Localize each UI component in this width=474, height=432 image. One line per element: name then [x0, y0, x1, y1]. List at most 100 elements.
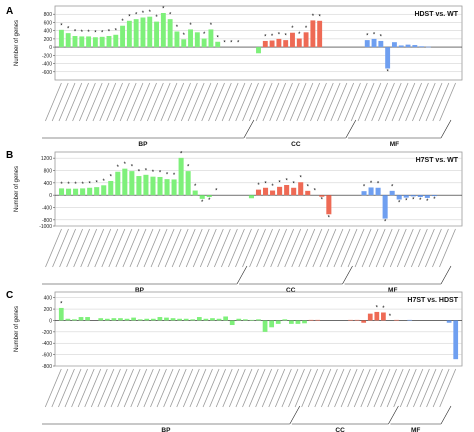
- category-label-stub: [112, 82, 130, 122]
- significance-marker: *: [81, 30, 84, 36]
- significance-marker: *: [264, 181, 267, 187]
- category-label-stub: [344, 82, 361, 122]
- bar: [215, 41, 221, 48]
- category-label-stub: [182, 368, 200, 408]
- y-tick-label: 400: [44, 29, 53, 35]
- significance-marker: *: [389, 314, 392, 320]
- category-label-stub: [129, 228, 147, 268]
- bar: [296, 38, 302, 48]
- bar: [378, 40, 384, 48]
- bar: [171, 179, 177, 196]
- bar: [453, 320, 459, 360]
- category-label-stub: [192, 228, 210, 268]
- category-label-stub: [77, 368, 95, 408]
- category-label-stub: [270, 228, 288, 268]
- bar: [85, 317, 90, 321]
- significance-marker: *: [285, 178, 288, 184]
- bar: [242, 319, 248, 321]
- significance-marker: *: [208, 198, 211, 204]
- group-bracket-tail: [342, 265, 353, 285]
- bar: [58, 307, 64, 321]
- significance-marker: *: [237, 41, 240, 47]
- y-axis-label: Number of genes: [14, 20, 20, 66]
- category-label-stub: [66, 228, 83, 268]
- category-label-stub: [432, 228, 449, 268]
- category-label-stub: [201, 82, 219, 122]
- category-label-stub: [73, 228, 91, 268]
- bar: [405, 44, 411, 48]
- category-label-stub: [361, 228, 379, 268]
- category-label-stub: [399, 368, 417, 408]
- category-label-stub: [419, 368, 437, 408]
- bar: [143, 174, 149, 196]
- significance-marker: *: [285, 34, 288, 40]
- category-label-stub: [350, 82, 368, 122]
- significance-marker: *: [293, 181, 296, 187]
- category-label-stub: [150, 368, 167, 408]
- bar: [136, 176, 142, 196]
- category-label-stub: [263, 228, 280, 268]
- category-label-stub: [106, 82, 123, 122]
- y-tick-label: -1000: [39, 224, 52, 230]
- category-label-stub: [432, 368, 450, 408]
- category-label-stub: [99, 82, 117, 122]
- bar: [381, 312, 386, 321]
- bar: [282, 319, 288, 321]
- bar: [364, 40, 370, 48]
- category-label-stub: [405, 82, 422, 122]
- significance-marker: *: [328, 215, 331, 221]
- panel-b: B 1200 800 400 0 -400 -800-1000 Number of genes…: [6, 150, 463, 294]
- significance-marker: *: [291, 26, 294, 32]
- significance-marker: *: [382, 306, 385, 312]
- significance-marker: *: [298, 32, 301, 38]
- category-label-stub: [368, 228, 386, 268]
- category-label-stub: [104, 368, 121, 408]
- bar: [348, 319, 353, 321]
- panel-letter: C: [6, 290, 13, 301]
- category-label-stub: [296, 82, 314, 122]
- panel-letter: B: [6, 150, 13, 161]
- category-label-stub: [312, 228, 330, 268]
- category-label-stub: [206, 228, 224, 268]
- bar: [72, 319, 77, 321]
- category-label-stub: [133, 82, 151, 122]
- bar: [99, 36, 105, 48]
- category-label-stub: [307, 368, 325, 408]
- y-tick-label: 400: [44, 181, 53, 187]
- significance-marker: *: [257, 183, 260, 189]
- category-label-stub: [176, 368, 194, 408]
- category-label-stub: [45, 82, 62, 122]
- bar: [58, 29, 64, 48]
- significance-marker: *: [230, 41, 233, 47]
- bar: [368, 187, 374, 196]
- bar: [201, 38, 207, 48]
- category-label-stub: [235, 82, 253, 122]
- category-label-stub: [51, 368, 69, 408]
- category-label-stub: [45, 228, 62, 268]
- bar: [407, 319, 413, 321]
- category-label-stub: [382, 228, 400, 268]
- bar: [108, 180, 114, 196]
- bar: [192, 190, 198, 196]
- significance-marker: *: [108, 30, 111, 36]
- category-label-stub: [403, 228, 421, 268]
- y-tick-label: -400: [42, 62, 52, 68]
- category-label-stub: [213, 228, 231, 268]
- significance-marker: *: [81, 182, 84, 188]
- bar: [65, 33, 71, 48]
- category-label-stub: [425, 228, 442, 268]
- bar: [216, 318, 222, 321]
- bar: [210, 318, 215, 321]
- significance-marker: *: [201, 200, 204, 206]
- bar: [147, 16, 153, 48]
- bar: [417, 195, 423, 198]
- category-label-stub: [275, 368, 292, 408]
- significance-marker: *: [203, 32, 206, 38]
- bar: [181, 39, 187, 48]
- bar: [124, 318, 130, 321]
- significance-marker: *: [318, 14, 321, 20]
- bar: [164, 179, 170, 196]
- significance-marker: *: [278, 180, 281, 186]
- category-label-stub: [84, 368, 102, 408]
- bar: [326, 195, 332, 215]
